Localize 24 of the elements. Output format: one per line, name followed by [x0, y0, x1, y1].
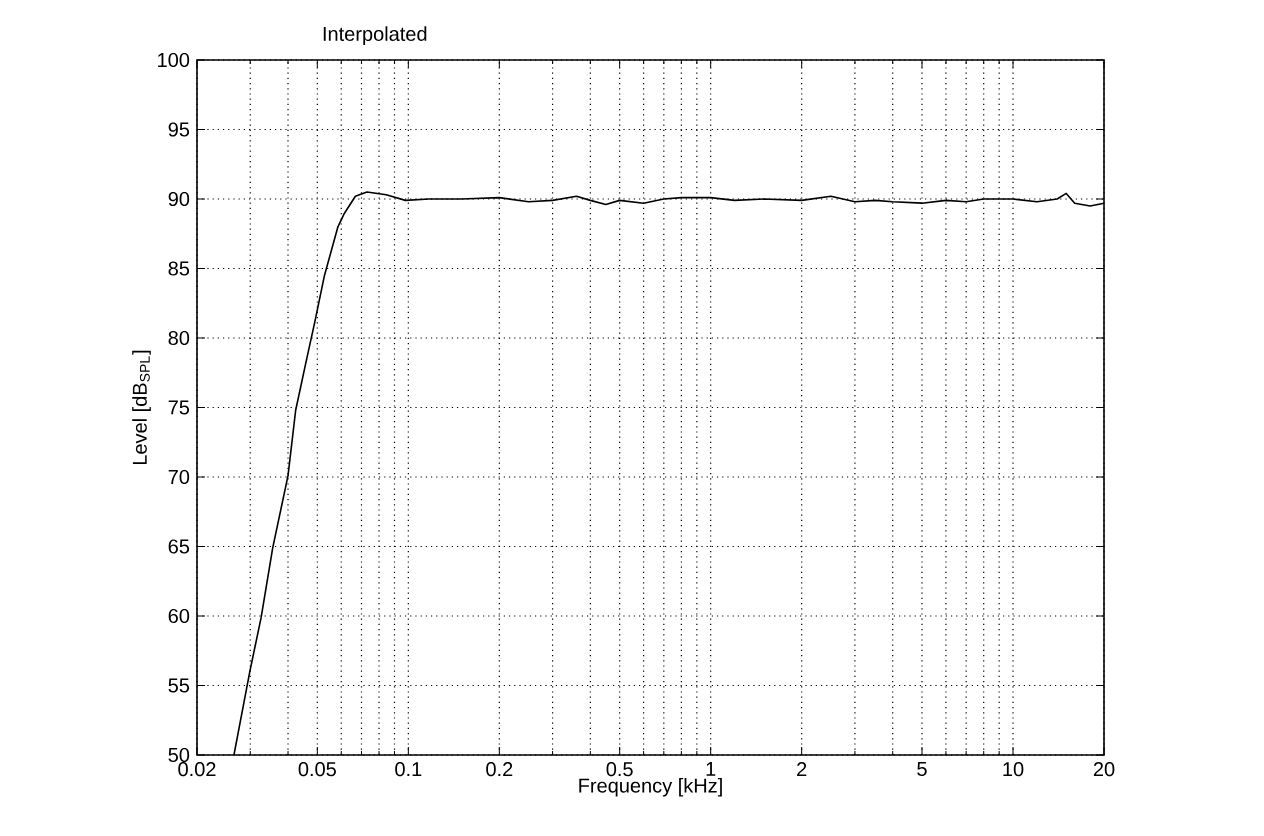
y-tick-label: 80	[168, 330, 190, 346]
x-tick-label: 0.02	[178, 762, 216, 777]
x-tick-label: 0.1	[395, 762, 422, 777]
y-tick-label: 65	[168, 539, 190, 554]
y-tick-label: 95	[168, 122, 190, 137]
y-tick-label: 85	[168, 261, 190, 276]
x-tick-label: 20	[1093, 762, 1115, 777]
x-tick-label: 1	[706, 762, 716, 776]
x-tick-label: 10	[1003, 762, 1024, 777]
x-tick-label: 0.5	[606, 762, 633, 777]
y-tick-label: 75	[168, 400, 190, 415]
y-tick-label: 100	[158, 52, 190, 68]
x-tick-label: 0.05	[298, 762, 336, 777]
x-axis-title: Frequency [kHz]	[579, 777, 722, 797]
x-tick-label: 0.2	[486, 762, 513, 777]
y-tick-label: 50	[168, 747, 190, 763]
x-tick-label: 2	[797, 762, 807, 777]
y-tick-label: 60	[168, 608, 190, 624]
x-tick-label: 5	[917, 762, 927, 777]
y-axis-title: Level [dB$_{SPL}$]	[132, 350, 151, 465]
y-tick-label: 90	[168, 191, 190, 207]
chart-title: Interpolated	[323, 26, 427, 45]
y-tick-label: 70	[168, 469, 190, 485]
y-tick-label: 55	[168, 678, 190, 693]
